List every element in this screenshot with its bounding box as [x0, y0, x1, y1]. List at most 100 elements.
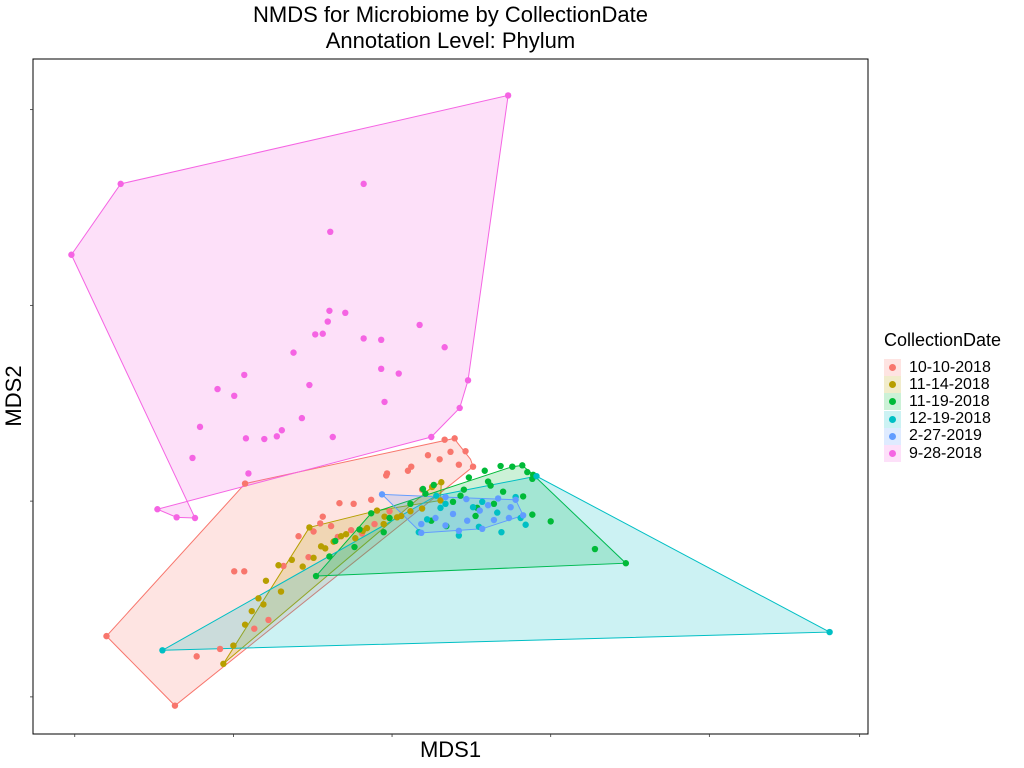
point-11-19-2018 — [449, 498, 457, 505]
point-11-19-2018 — [622, 560, 630, 567]
point-10-10-2018 — [193, 653, 200, 660]
legend-label: 2-27-2019 — [909, 427, 982, 445]
point-9-28-2018 — [231, 392, 238, 400]
legend-item: 11-19-2018 — [884, 392, 1001, 411]
point-11-14-2018 — [438, 479, 445, 486]
legend-key — [884, 393, 901, 411]
plot-panel-border — [32, 58, 869, 735]
point-12-19-2018 — [423, 516, 431, 523]
point-11-14-2018 — [277, 588, 285, 595]
point-10-10-2018 — [265, 616, 272, 624]
point-2-27-2019 — [507, 504, 514, 511]
legend-item: 12-19-2018 — [884, 410, 1001, 428]
legend-items: 10-10-2018 11-14-2018 11-19-2018 12-19-2018… — [884, 358, 1001, 463]
y-axis-label: MDS2 — [1, 365, 26, 427]
point-11-14-2018 — [262, 577, 270, 584]
point-10-10-2018 — [383, 472, 390, 479]
point-11-19-2018 — [497, 462, 504, 470]
point-11-19-2018 — [356, 526, 363, 533]
point-12-19-2018 — [533, 472, 540, 480]
legend-item: 10-10-2018 — [884, 358, 1001, 377]
point-11-19-2018 — [430, 481, 437, 489]
chart-subtitle: Annotation Level: Phylum — [325, 28, 576, 53]
point-10-10-2018 — [408, 463, 415, 470]
point-11-19-2018 — [351, 543, 358, 551]
point-12-19-2018 — [494, 509, 501, 516]
point-9-28-2018 — [242, 435, 250, 442]
legend-item: 9-28-2018 — [884, 445, 1001, 463]
point-2-27-2019 — [484, 501, 492, 509]
point-11-19-2018 — [519, 462, 526, 469]
point-10-10-2018 — [436, 456, 443, 463]
point-11-19-2018 — [407, 500, 414, 508]
point-9-28-2018 — [464, 377, 472, 384]
point-9-28-2018 — [117, 180, 124, 188]
point-9-28-2018 — [416, 321, 423, 329]
point-11-14-2018 — [381, 513, 388, 520]
point-10-10-2018 — [241, 480, 249, 487]
point-11-19-2018 — [332, 537, 339, 545]
point-12-19-2018 — [826, 628, 833, 636]
point-9-28-2018 — [298, 414, 306, 422]
point-10-10-2018 — [367, 496, 375, 503]
point-9-28-2018 — [312, 331, 319, 338]
point-10-10-2018 — [295, 533, 302, 540]
point-11-19-2018 — [380, 528, 387, 536]
point-9-28-2018 — [428, 433, 435, 441]
point-9-28-2018 — [360, 180, 367, 188]
point-2-27-2019 — [463, 495, 470, 503]
point-2-27-2019 — [476, 507, 483, 514]
point-10-10-2018 — [424, 452, 432, 459]
legend-label: 12-19-2018 — [909, 410, 991, 428]
legend-label: 10-10-2018 — [909, 358, 991, 376]
point-11-14-2018 — [373, 507, 381, 514]
point-10-10-2018 — [350, 500, 357, 508]
point-9-28-2018 — [324, 318, 331, 325]
legend-key-dot — [889, 364, 896, 372]
point-9-28-2018 — [245, 470, 252, 477]
point-12-19-2018 — [442, 500, 449, 508]
point-12-19-2018 — [159, 647, 166, 654]
legend-label: 11-19-2018 — [909, 392, 990, 410]
point-11-14-2018 — [418, 505, 426, 512]
point-11-19-2018 — [422, 490, 429, 497]
legend-key — [884, 445, 901, 463]
point-2-27-2019 — [505, 514, 513, 522]
point-11-19-2018 — [481, 467, 488, 474]
point-10-10-2018 — [231, 568, 238, 575]
point-9-28-2018 — [290, 349, 297, 356]
point-9-28-2018 — [456, 404, 463, 412]
point-9-28-2018 — [342, 309, 349, 316]
point-9-28-2018 — [189, 454, 196, 462]
point-2-27-2019 — [418, 529, 425, 537]
point-2-27-2019 — [442, 493, 449, 501]
point-10-10-2018 — [103, 632, 110, 640]
point-11-14-2018 — [306, 524, 313, 531]
point-2-27-2019 — [490, 516, 498, 524]
point-11-14-2018 — [398, 512, 405, 520]
point-11-19-2018 — [519, 493, 527, 500]
hull-9-28-2018 — [70, 94, 509, 519]
point-9-28-2018 — [273, 433, 281, 440]
point-11-19-2018 — [472, 512, 479, 520]
point-11-19-2018 — [326, 553, 333, 560]
point-9-28-2018 — [360, 335, 367, 342]
point-9-28-2018 — [377, 365, 385, 373]
point-9-28-2018 — [306, 381, 313, 389]
hull-layer — [70, 94, 832, 707]
point-11-14-2018 — [352, 535, 359, 542]
point-11-14-2018 — [380, 520, 387, 528]
point-2-27-2019 — [519, 512, 527, 519]
legend-key — [884, 427, 901, 445]
point-9-28-2018 — [278, 427, 286, 434]
point-9-28-2018 — [381, 398, 388, 406]
point-10-10-2018 — [327, 522, 335, 530]
point-10-10-2018 — [441, 436, 448, 443]
point-12-19-2018 — [437, 504, 444, 512]
legend-label: 11-14-2018 — [909, 375, 990, 393]
chart-title: NMDS for Microbiome by CollectionDate — [253, 2, 648, 27]
point-2-27-2019 — [479, 525, 486, 532]
point-11-14-2018 — [322, 545, 329, 552]
point-11-14-2018 — [248, 607, 255, 615]
